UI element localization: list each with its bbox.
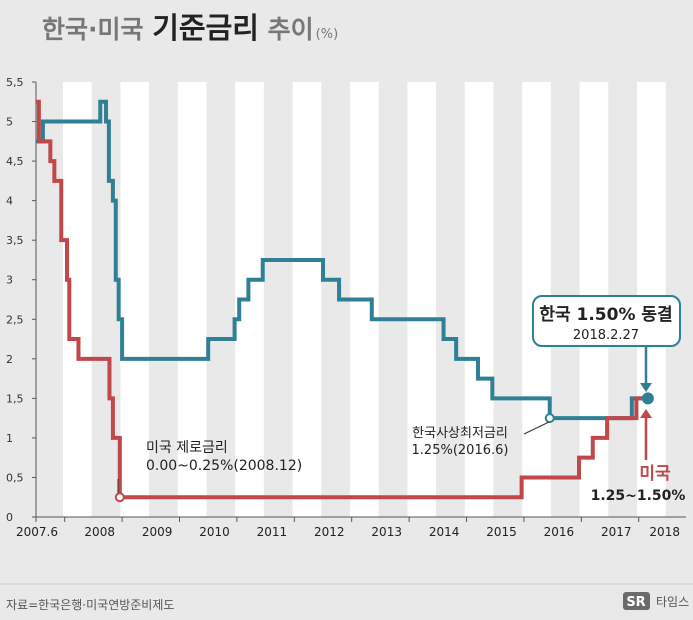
annotation-kr-low: 한국사상최저금리 1.25%(2016.6) [412,421,550,458]
chart-title: 한국·미국 기준금리 추이 (%) [42,11,338,45]
title-prefix: 한국·미국 [42,15,152,44]
y-tick-label-10: 5 [6,116,13,129]
year-band-1 [120,82,150,517]
annotation-us-zero-detail: 0.00~0.25%(2008.12) [146,458,302,474]
annotation-us-zero: 미국 제로금리 0.00~0.25%(2008.12) [117,440,302,493]
data-markers [114,392,654,503]
x-tick-label-10: 2017 [601,525,632,539]
annotation-us-zero-title: 미국 제로금리 [146,440,228,456]
annotation-us-current: 미국 1.25~1.50% [591,409,686,504]
marker-korea-2 [641,392,654,405]
series-line-usa [36,99,648,500]
year-band-2 [177,82,207,517]
series-lines [36,99,648,500]
y-tick-label-6: 3 [6,274,13,287]
source-note: 자료=한국은행·미국연방준비제도 [6,597,174,612]
annotation-kr-freeze: 한국 1.50% 동결 2018.2.27 [532,295,681,392]
x-tick-label-3: 2010 [199,525,230,539]
marker-usa-0 [114,492,125,503]
annotation-kr-freeze-box [532,295,681,347]
y-tick-label-0: 0 [6,511,13,524]
x-tick-label-6: 2013 [371,525,402,539]
annotation-us-current-title: 미국 [639,464,671,484]
y-tick-label-9: 4,5 [6,155,24,168]
year-band-6 [407,82,437,517]
annotation-kr-freeze-title: 한국 1.50% 동결 [539,305,672,325]
y-tick-label-11: 5,5 [6,76,24,89]
brand-logo: SR 타임스 [623,592,689,610]
y-tick-label-2: 1 [6,432,13,445]
y-tick-label-7: 3,5 [6,234,24,247]
title-emphasis: 기준금리 [152,11,259,45]
year-band-4 [292,82,322,517]
series-line-korea [36,99,648,421]
x-tick-label-9: 2016 [544,525,575,539]
title-suffix: 추이 [259,15,314,44]
x-tick-label-8: 2015 [486,525,517,539]
x-tick-label-0: 2007.6 [16,525,58,539]
x-tick-label-11: 2018 [649,525,680,539]
title-unit: (%) [316,27,339,42]
y-tick-label-8: 4 [6,195,13,208]
year-band-0 [62,82,92,517]
x-tick-label-4: 2011 [257,525,288,539]
brand-name: 타임스 [656,595,689,609]
x-tick-label-5: 2012 [314,525,345,539]
axes: 0 0,5 1 1,5 2 2,5 3 3,5 4 4,5 5 5,5 2007.6 2008 2009 20… [6,76,686,539]
year-band-7 [464,82,494,517]
annotation-us-current-detail: 1.25~1.50% [591,488,686,504]
marker-korea-1 [544,413,555,424]
annotation-kr-low-detail: 1.25%(2016.6) [412,443,509,458]
brand-logo-mark [623,592,650,610]
annotation-us-current-arrowhead [640,409,652,418]
annotation-kr-freeze-date: 2018.2.27 [573,328,639,343]
brand-logo-text: SR [626,595,645,610]
y-tick-label-4: 2 [6,353,13,366]
y-tick-label-3: 1,5 [6,392,24,405]
y-tick-label-5: 2,5 [6,313,24,326]
y-tick-label-1: 0,5 [6,471,24,484]
x-tick-label-2: 2009 [142,525,173,539]
x-tick-label-1: 2008 [84,525,115,539]
annotation-kr-low-leader [523,421,550,435]
annotation-kr-low-title: 한국사상최저금리 [412,426,508,441]
annotation-kr-freeze-arrowhead [640,383,652,392]
x-tick-label-7: 2014 [429,525,460,539]
